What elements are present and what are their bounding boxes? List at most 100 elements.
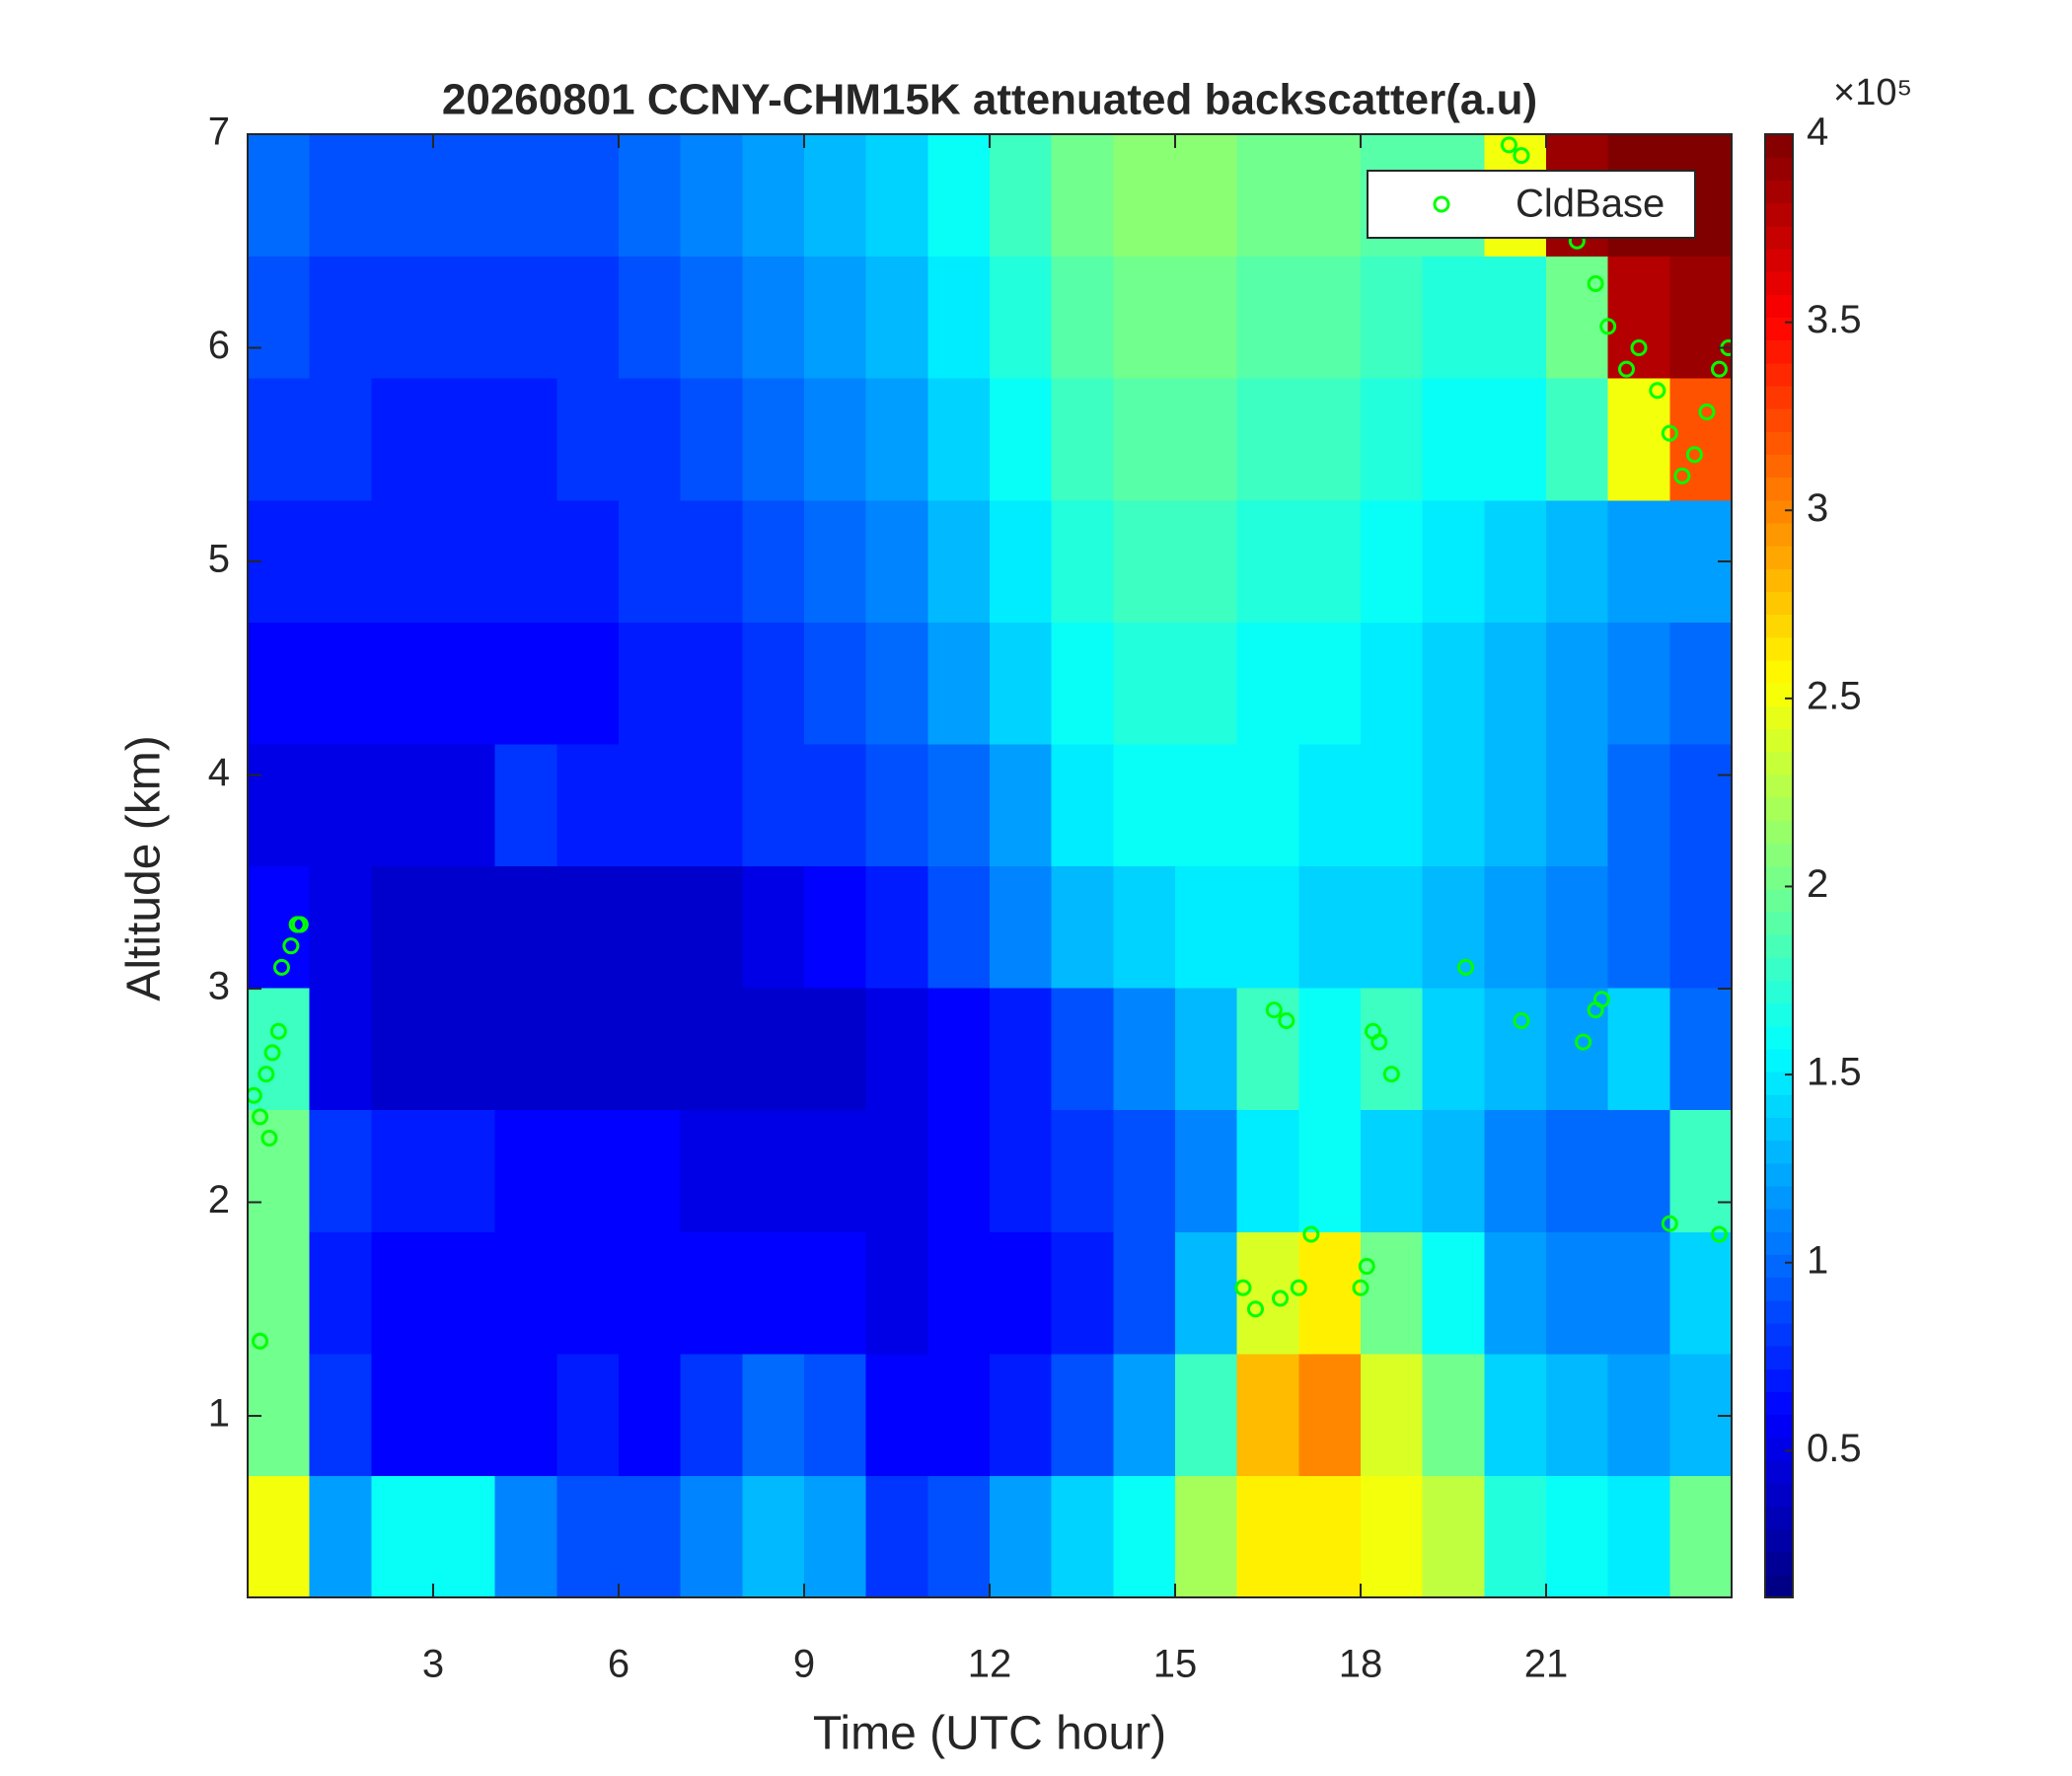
colorbar-step [1765, 1117, 1793, 1142]
cloud-base-marker [1290, 1279, 1307, 1296]
heatmap-cell [619, 1109, 682, 1232]
heatmap-cell [1236, 1109, 1299, 1232]
cloud-base-marker [1587, 275, 1604, 293]
heatmap-cell [309, 1475, 372, 1597]
cloud-base-marker [1500, 136, 1517, 154]
heatmap-cell [990, 378, 1053, 501]
colorbar-step [1765, 1209, 1793, 1232]
heatmap-cell [1051, 1231, 1114, 1355]
heatmap-cell [1669, 256, 1732, 379]
heatmap-cell [1422, 1109, 1485, 1232]
heatmap-cell [1051, 1109, 1114, 1232]
heatmap-cell [556, 256, 620, 379]
heatmap-cell [1422, 1231, 1485, 1355]
heatmap-cell [619, 988, 682, 1111]
heatmap-cell [494, 378, 557, 501]
colorbar-step [1765, 796, 1793, 821]
colorbar-step [1765, 728, 1793, 753]
heatmap-cell [990, 865, 1053, 989]
colorbar-step [1765, 1459, 1793, 1484]
heatmap-cell [680, 622, 743, 745]
heatmap-cell [1361, 1109, 1424, 1232]
heatmap-cell [556, 1353, 620, 1476]
colorbar-step [1765, 477, 1793, 501]
heatmap-cell [865, 1353, 928, 1476]
heatmap-cell [248, 622, 311, 745]
heatmap-cell [1484, 1231, 1547, 1355]
heatmap-cell [1546, 1353, 1609, 1476]
heatmap-cell [619, 499, 682, 623]
colorbar-step [1765, 1574, 1793, 1598]
colorbar-step [1765, 248, 1793, 272]
heatmap-cell [371, 622, 434, 745]
heatmap-cell [248, 1109, 311, 1232]
heatmap-cell [371, 1109, 434, 1232]
heatmap-cell [865, 743, 928, 866]
heatmap-cell [309, 499, 372, 623]
heatmap-cell [680, 378, 743, 501]
heatmap-cell [371, 378, 434, 501]
cloud-base-marker [1661, 1215, 1678, 1232]
colorbar-step [1765, 636, 1793, 661]
heatmap-cell [1051, 622, 1114, 745]
heatmap-cell [494, 743, 557, 866]
colorbar-step [1765, 522, 1793, 547]
heatmap-cell [742, 1353, 805, 1476]
cloud-base-marker [1710, 1225, 1728, 1243]
heatmap-cell [1113, 1475, 1176, 1597]
heatmap-cell [1298, 499, 1362, 623]
colorbar-step [1765, 1277, 1793, 1301]
colorbar-step [1765, 385, 1793, 409]
heatmap-cell [990, 1109, 1053, 1232]
y-tick-label: 2 [208, 1178, 230, 1221]
heatmap-cell [248, 134, 311, 258]
colorbar-tick-label: 2.5 [1807, 674, 1862, 717]
heatmap-cell [1113, 1109, 1176, 1232]
heatmap-cell [1422, 622, 1485, 745]
heatmap-cell [1113, 988, 1176, 1111]
cloud-base-marker [1265, 1001, 1283, 1019]
heatmap-cell [309, 256, 372, 379]
heatmap-cell [1361, 1231, 1424, 1355]
heatmap-cell [433, 622, 496, 745]
heatmap-cell [494, 1109, 557, 1232]
heatmap-cell [990, 988, 1053, 1111]
heatmap-cell [1236, 378, 1299, 501]
y-tick-label: 7 [208, 111, 230, 154]
colorbar-step [1765, 294, 1793, 318]
colorbar-step [1765, 591, 1793, 616]
heatmap-cell [927, 622, 991, 745]
x-axis-label: Time (UTC hour) [813, 1708, 1166, 1760]
heatmap-cell [309, 622, 372, 745]
heatmap-cell [1422, 1353, 1485, 1476]
heatmap-cell [1361, 622, 1424, 745]
heatmap-cell [1175, 499, 1238, 623]
heatmap-cell [1422, 499, 1485, 623]
colorbar-step [1765, 1072, 1793, 1095]
colorbar-step [1765, 431, 1793, 456]
colorbar-step [1765, 751, 1793, 776]
heatmap-cell [1546, 622, 1609, 745]
heatmap-cell [990, 1353, 1053, 1476]
colorbar-step [1765, 134, 1793, 158]
heatmap-cell [1361, 743, 1424, 866]
heatmap-cell [371, 1231, 434, 1355]
y-tick-label: 1 [208, 1392, 230, 1436]
colorbar-step [1765, 1414, 1793, 1439]
heatmap-cell [309, 1231, 372, 1355]
colorbar-step [1765, 362, 1793, 387]
colorbar-step [1765, 1299, 1793, 1324]
heatmap-cell [927, 988, 991, 1111]
cloud-base-marker [1661, 424, 1678, 442]
heatmap-cell [804, 378, 867, 501]
colorbar-step [1765, 659, 1793, 684]
heatmap-cell [1113, 1353, 1176, 1476]
cloud-base-marker [1617, 360, 1635, 378]
heatmap-cell [556, 134, 620, 258]
heatmap-cell [927, 256, 991, 379]
heatmap-cell [680, 1231, 743, 1355]
colorbar-tick-label: 0.5 [1807, 1427, 1862, 1470]
colorbar-step [1765, 934, 1793, 958]
heatmap-cell [680, 865, 743, 989]
colorbar-step [1765, 1391, 1793, 1416]
